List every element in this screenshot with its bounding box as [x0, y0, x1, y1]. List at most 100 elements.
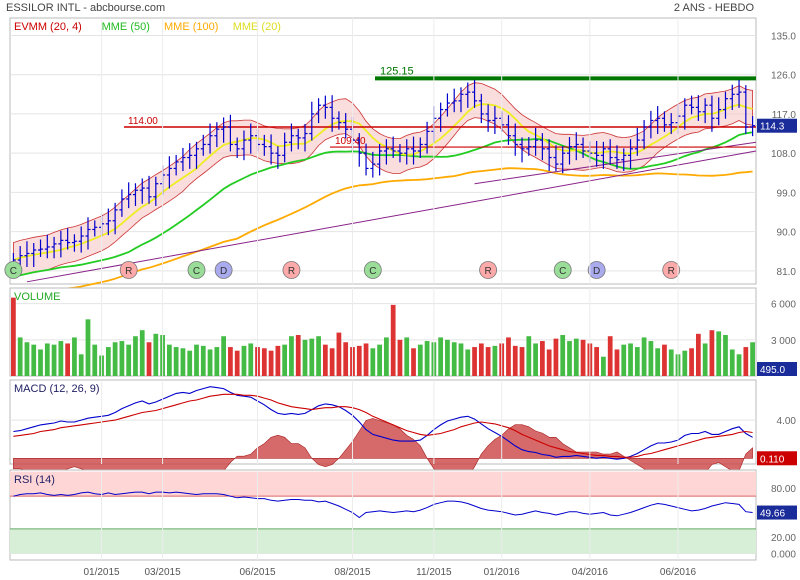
volume-bar — [234, 350, 240, 376]
candle — [641, 120, 647, 150]
candle — [729, 84, 735, 111]
candle — [194, 141, 199, 169]
macd-title: MACD (12, 26, 9) — [14, 383, 100, 395]
candle — [207, 123, 213, 154]
candle — [519, 137, 525, 163]
candle — [526, 137, 532, 156]
signal-marker-label: C — [193, 266, 200, 277]
volume-bar — [207, 349, 213, 376]
rsi-overbought-zone — [10, 471, 756, 497]
volume-bar — [573, 338, 579, 376]
candle — [485, 104, 491, 132]
volume-bar — [485, 347, 491, 376]
candle — [628, 139, 634, 169]
candle — [85, 217, 91, 250]
volume-bar — [214, 347, 220, 376]
level-label-resistance: 125.15 — [380, 65, 414, 77]
candle — [594, 140, 600, 167]
trendline-2 — [474, 141, 757, 185]
volume-bar — [24, 342, 30, 376]
rsi-line — [13, 491, 753, 519]
x-tick-label: 01/2015 — [83, 567, 120, 578]
volume-bar — [153, 333, 159, 376]
volume-bar — [343, 342, 349, 376]
macd-last-value: 0.110 — [760, 454, 785, 465]
signal-marker-label: D — [593, 266, 600, 277]
candle — [465, 82, 471, 108]
candle — [58, 230, 64, 258]
volume-bar — [309, 338, 315, 376]
candle — [553, 145, 559, 172]
x-tick-label: 08/2015 — [334, 567, 371, 578]
volume-bar — [282, 344, 288, 376]
legend-entry: MME (100) — [164, 21, 218, 33]
volume-bar — [621, 344, 627, 376]
candle — [546, 139, 552, 172]
volume-bar — [78, 354, 84, 376]
candle — [200, 134, 206, 156]
candle — [682, 98, 688, 130]
volume-bar — [614, 349, 620, 376]
candle — [336, 111, 342, 130]
candle — [750, 116, 756, 137]
candle — [702, 98, 708, 124]
candle — [275, 146, 281, 169]
candle — [451, 88, 457, 113]
volume-bar — [662, 344, 667, 376]
volume-bar — [295, 335, 301, 376]
candle — [31, 243, 37, 267]
macd-line — [13, 386, 753, 460]
mme50-line — [13, 131, 753, 279]
signal-marker — [479, 261, 498, 279]
volume-bar — [716, 331, 722, 376]
volume-bar — [478, 343, 484, 376]
volume-bar — [194, 344, 199, 376]
price-ytick-label: 90.0 — [777, 228, 797, 239]
signal-marker-label: C — [369, 266, 376, 277]
volume-bar — [601, 356, 606, 376]
candle — [689, 95, 695, 115]
candle — [329, 95, 335, 132]
macd-signal-line — [13, 393, 753, 458]
level-label-109: 109.40 — [335, 136, 366, 147]
price-ytick-label: 81.0 — [777, 267, 797, 278]
price-ytick-label: 135.0 — [771, 31, 796, 42]
volume-bar — [65, 343, 71, 376]
volume-bar — [356, 345, 362, 376]
volume-bar — [580, 339, 586, 376]
volume-bar — [397, 339, 403, 376]
volume-bar — [512, 345, 518, 376]
candle — [438, 102, 444, 132]
volume-bar — [668, 349, 674, 376]
candle — [390, 136, 396, 158]
volume-bar — [546, 349, 552, 376]
signal-marker — [282, 261, 301, 279]
rsi-last-tag — [757, 505, 797, 520]
macd-last-tag — [757, 451, 797, 466]
candle — [444, 93, 450, 117]
volume-bar — [44, 343, 50, 376]
volume-bar — [322, 344, 328, 376]
volume-bar — [261, 348, 267, 376]
x-tick-label: 06/2016 — [660, 567, 697, 578]
candle — [316, 98, 322, 124]
volume-bar — [187, 350, 193, 376]
signal-marker-label: R — [485, 266, 492, 277]
volume-bar — [702, 343, 708, 376]
volume-bar — [723, 335, 728, 376]
volume-bar — [377, 344, 382, 376]
volume-bar — [390, 304, 396, 376]
volume-bar — [11, 297, 16, 376]
candle — [505, 115, 511, 145]
legend-entry: MME (20) — [233, 21, 281, 33]
candle — [173, 154, 179, 176]
volume-bar — [384, 337, 389, 376]
chart-period: 2 ANS - HEBDO — [673, 2, 754, 14]
candle — [539, 133, 545, 161]
volume-bar — [248, 343, 254, 376]
volume-bar — [634, 347, 640, 376]
signal-marker — [119, 261, 138, 279]
candle — [221, 117, 227, 143]
